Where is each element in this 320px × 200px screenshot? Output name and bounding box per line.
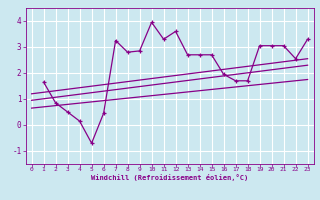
X-axis label: Windchill (Refroidissement éolien,°C): Windchill (Refroidissement éolien,°C) bbox=[91, 174, 248, 181]
